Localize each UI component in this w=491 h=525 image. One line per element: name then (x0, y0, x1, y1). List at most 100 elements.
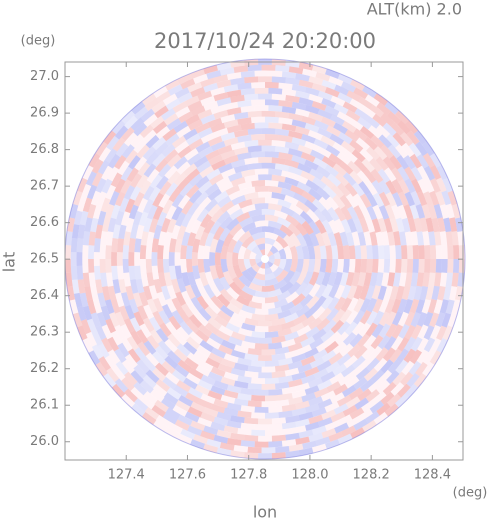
radar-cell (65, 231, 73, 246)
radar-cell (200, 77, 216, 88)
radar-cell (281, 106, 297, 114)
radar-cell (105, 272, 114, 287)
radar-cell (103, 373, 117, 388)
radar-cell (369, 158, 383, 173)
radar-cell (347, 206, 359, 221)
radar-cell (247, 110, 262, 118)
radar-cell (134, 238, 142, 253)
radar-cell (152, 310, 164, 326)
radar-cell (261, 208, 276, 216)
radar-cell (187, 425, 203, 436)
radar-cell (92, 204, 103, 220)
radar-cell (395, 359, 409, 374)
radar-cell (410, 272, 419, 287)
radar-cell (176, 225, 187, 240)
radar-cell (88, 350, 101, 365)
radar-cell (372, 391, 387, 405)
radar-cell (230, 331, 246, 342)
radar-cell (171, 193, 185, 208)
radar-cell (231, 194, 246, 206)
radar-cell (181, 231, 191, 247)
radar-cell (243, 259, 252, 270)
radar-cell (391, 179, 404, 194)
radar-cell (171, 224, 181, 240)
radar-cell (209, 332, 224, 345)
radar-cell (325, 361, 341, 374)
radar-cell (330, 114, 345, 126)
radar-cell (105, 231, 114, 246)
radar-cell (261, 447, 276, 454)
radar-cell (327, 296, 340, 312)
radar-cell (274, 145, 290, 154)
radar-cell (349, 170, 363, 185)
radar-cell (280, 187, 296, 198)
radar-cell (383, 259, 391, 274)
radar-cell (265, 237, 276, 246)
radar-cell (185, 133, 201, 146)
radar-cell (408, 142, 422, 158)
radar-cell (90, 312, 101, 328)
radar-cell (216, 411, 232, 421)
radar-cell (190, 219, 202, 234)
radar-cell (244, 174, 259, 183)
radar-cell (195, 312, 209, 327)
radar-cell (311, 100, 327, 111)
radar-cell (163, 245, 170, 259)
radar-cell (265, 331, 279, 338)
radar-cell (184, 357, 199, 370)
radar-cell (288, 130, 303, 140)
radar-cell (410, 178, 423, 194)
radar-cell (325, 244, 333, 259)
radar-cell (265, 394, 279, 402)
radar-cell (82, 245, 89, 259)
radar-cell (296, 270, 308, 286)
radar-cell (400, 371, 414, 386)
radar-cell (281, 88, 297, 97)
radar-cell (366, 205, 378, 221)
radar-cell (254, 203, 269, 210)
radar-cell (340, 140, 356, 154)
radar-cell (285, 432, 300, 441)
radar-cell (321, 208, 334, 223)
radar-cell (442, 325, 453, 341)
radar-cell (237, 375, 252, 384)
radar-cell (300, 170, 316, 182)
radar-cell (121, 377, 135, 392)
radar-cell (316, 146, 332, 158)
radar-cell (324, 401, 340, 413)
radar-cell (413, 373, 427, 388)
radar-cell (308, 283, 321, 298)
x-tick-label: 127.4 (108, 468, 145, 483)
radar-cell (215, 330, 231, 342)
radar-cell (389, 217, 399, 233)
radar-cell (210, 403, 226, 414)
radar-cell (218, 181, 234, 193)
radar-cell (348, 387, 364, 400)
radar-cell (289, 259, 298, 273)
radar-cell (378, 369, 393, 384)
radar-cell (295, 108, 310, 118)
radar-cell (151, 265, 160, 280)
radar-cell (197, 379, 213, 391)
radar-cell (353, 128, 368, 142)
radar-cell (268, 220, 283, 230)
radar-cell (320, 175, 335, 189)
radar-cell (237, 82, 252, 90)
radar-cell (297, 344, 312, 356)
radar-cell (126, 167, 139, 183)
radar-cell (423, 337, 436, 353)
radar-cell (395, 144, 409, 159)
y-axis-label: lat (0, 252, 19, 273)
radar-cell (77, 224, 86, 239)
radar-cell (128, 237, 136, 253)
radar-cell (397, 383, 411, 398)
radar-cell (429, 190, 440, 206)
radar-cell (429, 350, 442, 365)
radar-cell (229, 297, 244, 310)
radar-cell (216, 293, 231, 308)
radar-cell (395, 285, 405, 301)
radar-cell (173, 348, 188, 362)
radar-cell (200, 132, 216, 144)
radar-cell (349, 139, 364, 153)
radar-cell (188, 173, 203, 187)
